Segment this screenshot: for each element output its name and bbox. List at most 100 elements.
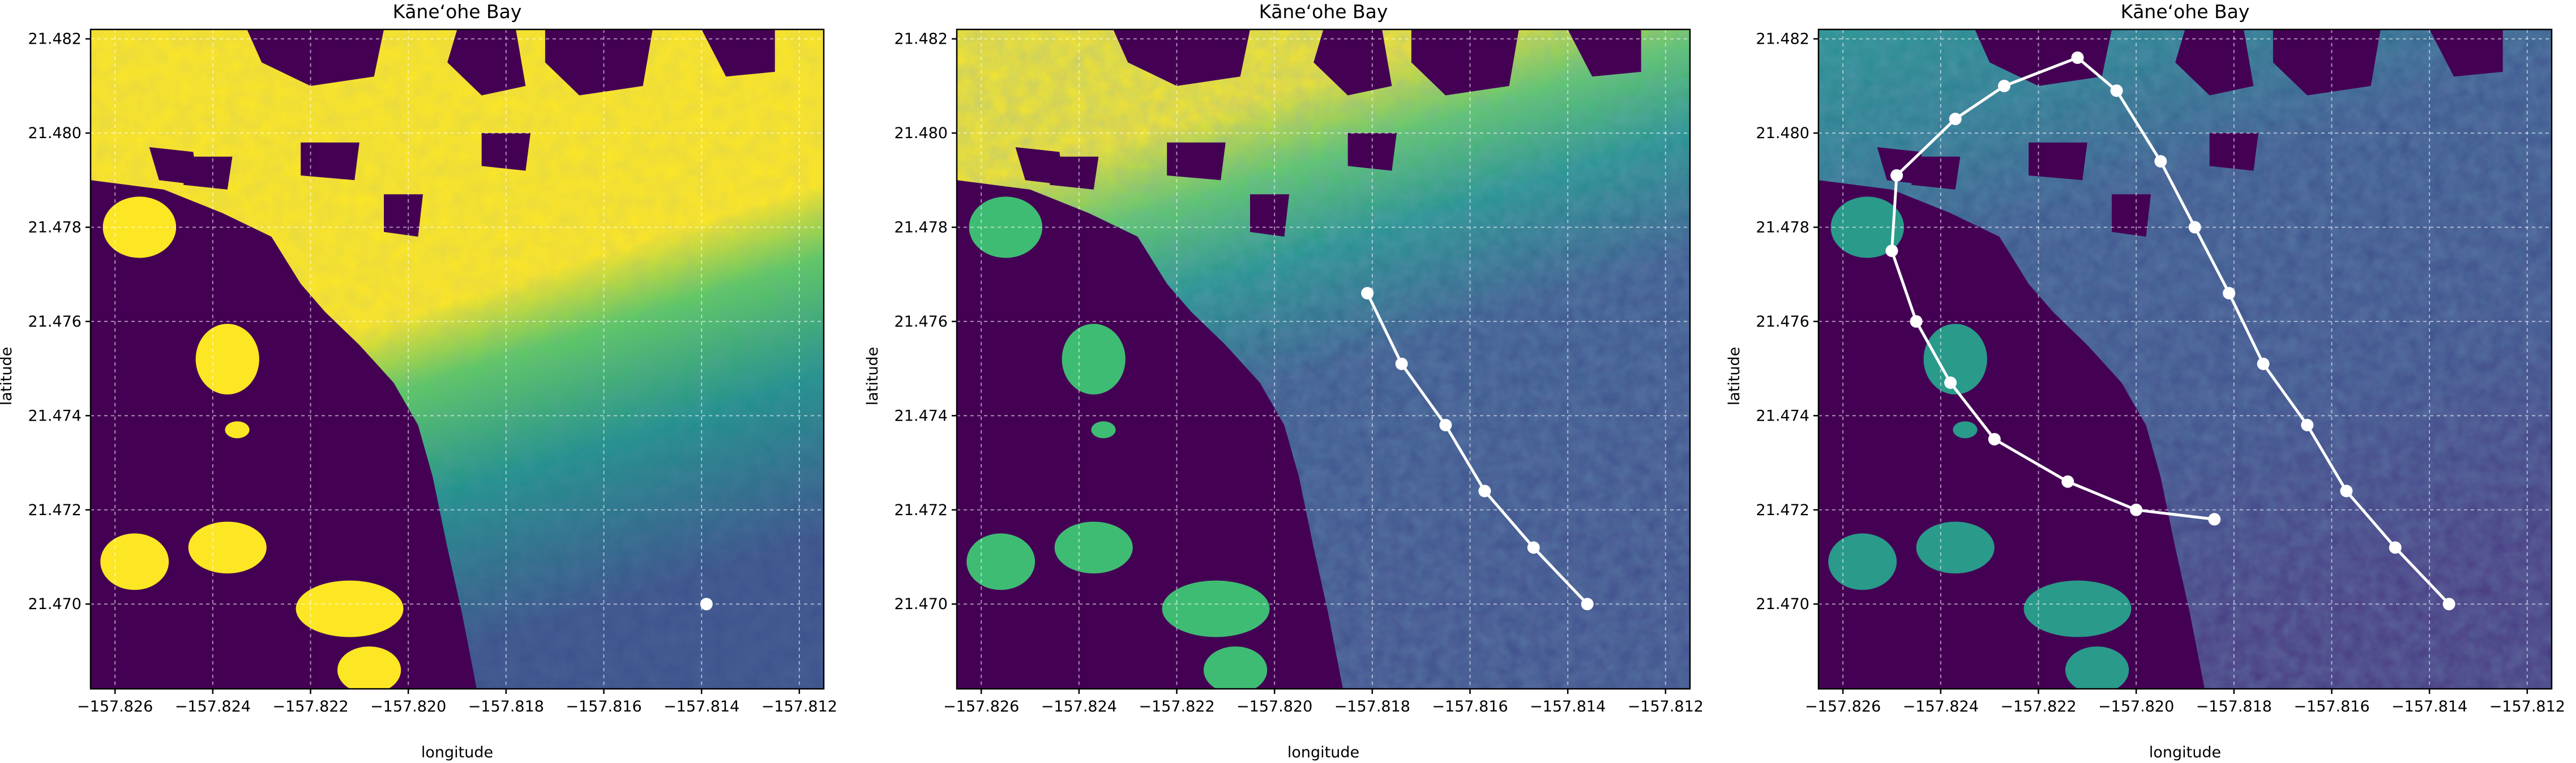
- track-point: [1890, 169, 1903, 182]
- x-tick-label: −157.812: [2489, 698, 2565, 715]
- panel-title: Kāne‘ohe Bay: [393, 1, 522, 23]
- x-tick-label: −157.814: [2391, 698, 2467, 715]
- track-point: [2130, 503, 2143, 516]
- track-point: [1988, 432, 2001, 445]
- land-blob3: [384, 194, 423, 237]
- track-point: [1949, 113, 1962, 126]
- track-point: [2154, 155, 2167, 168]
- y-tick-label: 21.482: [895, 31, 948, 48]
- y-tick-label: 21.470: [28, 595, 82, 613]
- land-blob4: [183, 156, 233, 190]
- track-point: [700, 598, 713, 611]
- track-point: [1439, 419, 1452, 431]
- x-tick-label: −157.816: [566, 698, 641, 715]
- track-point: [1581, 598, 1594, 611]
- map-panel-1: −157.826 −157.824 −157.822 −157.820 −157.818…: [0, 1, 837, 761]
- land-topA: [1113, 29, 1250, 86]
- land-blob3: [1250, 194, 1290, 237]
- land-blob4: [1911, 156, 1961, 190]
- y-tick-label: 21.476: [1756, 313, 1809, 331]
- x-tick-label: −157.814: [664, 698, 739, 715]
- y-tick-label: 21.474: [28, 407, 82, 425]
- y-tick-label: 21.478: [28, 219, 82, 237]
- land-topB: [545, 29, 653, 96]
- reef-patch-6: [1162, 580, 1270, 637]
- land-blob3: [2112, 194, 2151, 237]
- y-tick-label: 21.470: [895, 595, 948, 613]
- x-tick-label: −157.824: [175, 698, 251, 715]
- x-tick-label: −157.814: [1530, 698, 1606, 715]
- land-topC: [2429, 29, 2503, 77]
- x-axis-label: longitude: [1287, 744, 1359, 761]
- track-point: [1998, 79, 2011, 92]
- x-tick-label: −157.818: [1334, 698, 1410, 715]
- track-point: [2257, 357, 2270, 370]
- y-axis-label: latitude: [0, 347, 15, 406]
- reef-patch-3: [225, 421, 250, 439]
- reef-patch-5: [1054, 521, 1133, 574]
- x-tick-label: −157.826: [943, 698, 1019, 715]
- reef-patch-2: [195, 324, 259, 395]
- land-topC: [701, 29, 775, 77]
- reef-patch-2: [1062, 324, 1126, 395]
- x-tick-label: −157.818: [2196, 698, 2272, 715]
- y-axis-label: latitude: [1726, 347, 1743, 406]
- y-tick-label: 21.476: [895, 313, 948, 331]
- reef-patch-3: [1953, 421, 1978, 439]
- land-topA: [247, 29, 384, 86]
- land-topA: [1975, 29, 2112, 86]
- y-tick-label: 21.482: [1756, 31, 1809, 48]
- land-mask: [957, 29, 1641, 689]
- reef-patch-4: [100, 533, 169, 590]
- land-mask: [91, 29, 775, 689]
- track-point: [1478, 485, 1491, 498]
- track-point: [2442, 598, 2455, 611]
- track-point: [2389, 541, 2402, 554]
- land-mainLand: [1818, 180, 2205, 689]
- reef-patch-7: [1204, 646, 1268, 689]
- land-blob2: [301, 142, 360, 181]
- x-axis-label: longitude: [421, 744, 493, 761]
- x-tick-label: −157.820: [2098, 698, 2174, 715]
- track-point: [1910, 315, 1923, 328]
- panel-title: Kāne‘ohe Bay: [1259, 1, 1388, 23]
- track-point: [2340, 485, 2353, 498]
- grid-lines: [91, 29, 824, 689]
- x-axis-label: longitude: [2149, 744, 2221, 761]
- x-tick-label: −157.820: [1236, 698, 1312, 715]
- track-point: [2223, 287, 2236, 299]
- track-point: [2208, 513, 2221, 526]
- panel-title: Kāne‘ohe Bay: [2121, 1, 2250, 23]
- reef-patch-4: [1828, 533, 1897, 590]
- grid-lines: [1818, 29, 2552, 689]
- track-point: [2061, 475, 2074, 488]
- land-blob2: [1167, 142, 1226, 181]
- x-tick-label: −157.822: [2000, 698, 2076, 715]
- x-tick-label: −157.816: [1432, 698, 1508, 715]
- x-tick-label: −157.824: [1903, 698, 1979, 715]
- x-tick-label: −157.826: [1805, 698, 1881, 715]
- track-line: [1366, 292, 1589, 605]
- y-tick-label: 21.472: [28, 501, 82, 519]
- track-point: [1361, 287, 1374, 299]
- track-point: [1944, 376, 1957, 389]
- reef-patch-3: [1091, 421, 1116, 439]
- x-tick-label: −157.826: [77, 698, 153, 715]
- track-point: [2301, 419, 2314, 431]
- grid-lines: [957, 29, 1690, 689]
- x-tick-label: −157.816: [2293, 698, 2369, 715]
- track-line: [1890, 56, 2450, 605]
- reef-patch-6: [2023, 580, 2132, 637]
- reef-patch-5: [1916, 521, 1995, 574]
- reef-patch-7: [337, 646, 401, 689]
- y-axis-label: latitude: [864, 347, 882, 406]
- y-tick-label: 21.474: [1756, 407, 1809, 425]
- land-blob4: [1050, 156, 1099, 190]
- axes-frame: [89, 28, 825, 690]
- map-panel-2: −157.826 −157.824 −157.822 −157.820 −157.818…: [864, 1, 1704, 761]
- map-panel-3: −157.826 −157.824 −157.822 −157.820 −157.818…: [1726, 1, 2565, 761]
- y-tick-label: 21.480: [28, 125, 82, 142]
- water-field: [91, 29, 824, 689]
- axes-frame: [1817, 28, 2553, 690]
